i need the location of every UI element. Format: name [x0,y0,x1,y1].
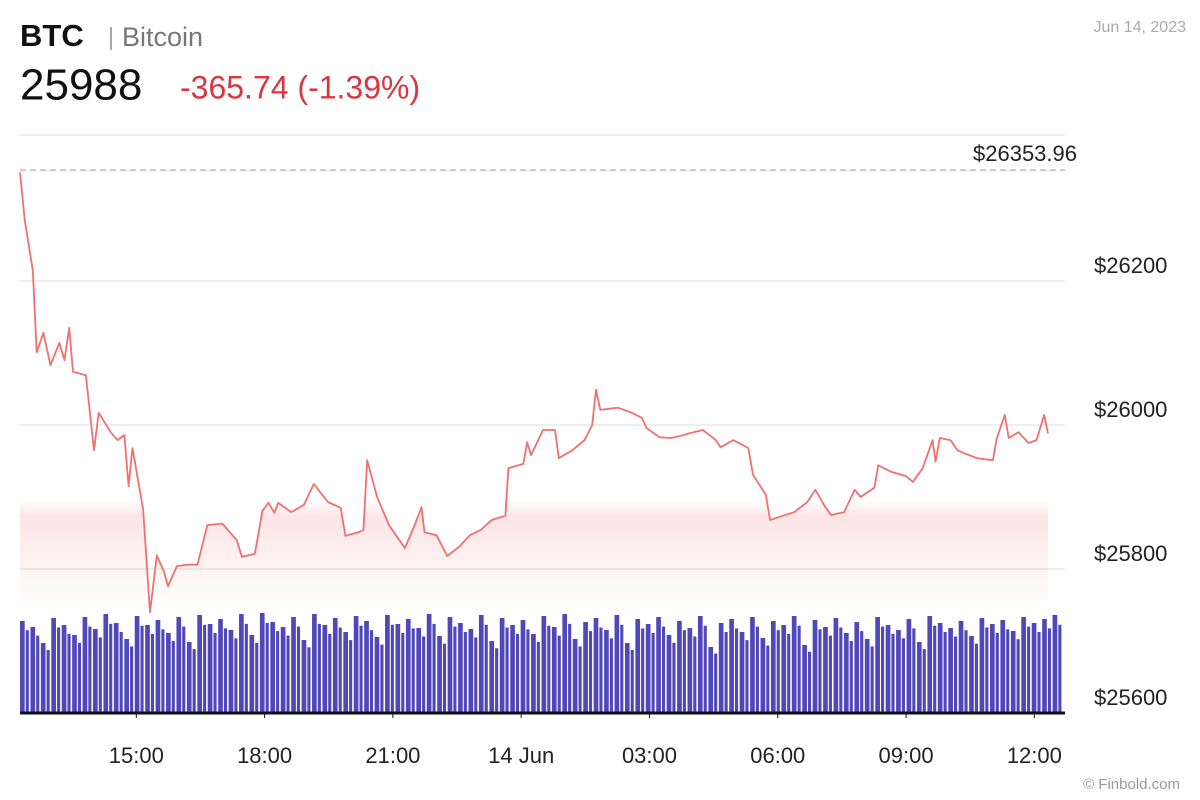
x-tick-label: 15:00 [109,743,164,768]
x-tick-label: 21:00 [365,743,420,768]
volume-bar [1052,615,1058,713]
x-tick-label: 03:00 [622,743,677,768]
volume-bar [1058,624,1062,713]
price-line [19,172,1049,614]
x-tick-label: 12:00 [1007,743,1062,768]
x-tick-label: 14 Jun [488,743,554,768]
credit: © Finbold.com [1083,776,1180,793]
reference-label: $26353.96 [973,141,1077,166]
x-tick-label: 06:00 [750,743,805,768]
date: Jun 14, 2023 [1093,19,1186,36]
price: 25988 [20,61,142,110]
y-tick-label: $25800 [1094,541,1167,566]
x-tick-label: 18:00 [237,743,292,768]
y-tick-label: $25600 [1094,685,1167,710]
symbol: BTC [20,18,84,53]
price-area [20,172,1048,714]
volume-bar [1047,628,1052,713]
y-tick-label: $26200 [1094,253,1167,278]
x-tick-label: 09:00 [879,743,934,768]
asset-name: Bitcoin [122,22,203,52]
y-tick-label: $26000 [1094,397,1167,422]
price-change: -365.74 (-1.39%) [180,69,420,105]
